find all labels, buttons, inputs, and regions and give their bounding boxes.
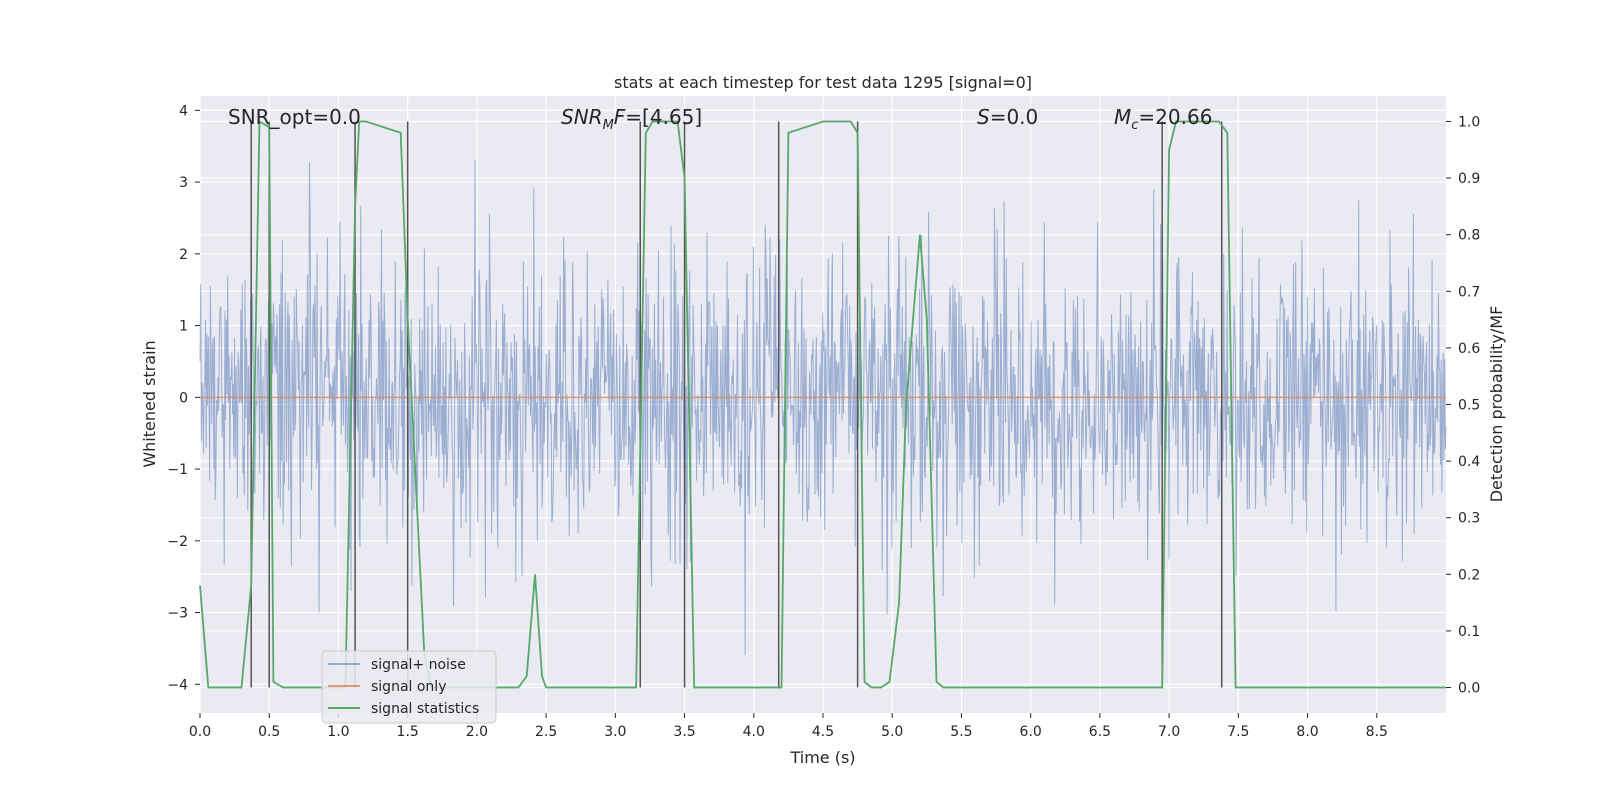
y-right-tick-label: 0.4	[1458, 454, 1480, 470]
y-right-tick-label: 0.3	[1458, 511, 1480, 527]
annotation-s: S=0.0	[977, 105, 1038, 129]
annotation-snr-mf: SNRMF=[4.65]	[561, 105, 702, 133]
x-tick-label: 4.5	[812, 724, 834, 740]
x-tick-label: 2.0	[466, 724, 488, 740]
x-tick-label: 2.5	[535, 724, 557, 740]
y-right-tick-label: 0.2	[1458, 567, 1480, 583]
statistics-line	[199, 119, 1446, 689]
x-tick-label: 6.0	[1020, 724, 1042, 740]
x-tick-label: 3.0	[604, 724, 626, 740]
chart-title: stats at each timestep for test data 129…	[614, 73, 1032, 92]
x-tick-label: 8.5	[1366, 724, 1388, 740]
legend-label-signal: signal only	[371, 679, 446, 695]
legend-box	[321, 650, 497, 724]
y-left-tick-label: 1	[179, 319, 188, 335]
x-axis-label: Time (s)	[789, 748, 855, 767]
x-tick-label: 0.0	[189, 724, 211, 740]
y-right-tick-label: 0.1	[1458, 624, 1480, 640]
y-left-tick-label: −4	[167, 677, 188, 693]
x-tick-label: 7.5	[1227, 724, 1249, 740]
legend-label-stats: signal statistics	[371, 701, 479, 717]
x-tick-label: 1.0	[327, 724, 349, 740]
x-tick-label: 8.0	[1296, 724, 1318, 740]
x-tick-label: 7.0	[1158, 724, 1180, 740]
y-left-tick-label: 3	[179, 175, 188, 191]
x-tick-label: 5.0	[881, 724, 903, 740]
y-right-tick-label: 0.7	[1458, 284, 1480, 300]
annotation-mc: Mc=20.66	[1114, 105, 1212, 133]
legend: signal+ noise signal only signal statist…	[321, 650, 497, 724]
y-right-tick-label: 0.6	[1458, 341, 1480, 357]
y-axis-right-ticks: 0.0 0.1 0.2 0.3 0.4 0.5 0.6 0.7 0.8 0.9 1.0	[1446, 114, 1480, 697]
y-left-tick-label: −1	[167, 462, 188, 478]
y-right-tick-label: 0.0	[1458, 681, 1480, 697]
y-right-tick-label: 0.8	[1458, 228, 1480, 244]
y-right-tick-label: 0.9	[1458, 171, 1480, 187]
y-left-tick-label: 4	[179, 103, 188, 119]
x-tick-label: 1.5	[397, 724, 419, 740]
x-tick-label: 3.5	[673, 724, 695, 740]
y-right-tick-label: 0.5	[1458, 398, 1480, 414]
x-axis-ticks: 0.0 0.5 1.0 1.5 2.0 2.5 3.0 3.5 4.0 4.5 5.0 5.5 6.0 6…	[189, 713, 1388, 740]
x-tick-label: 4.0	[743, 724, 765, 740]
y-right-tick-label: 1.0	[1458, 114, 1480, 130]
y-axis-right-label: Detection probability/MF	[1487, 306, 1506, 503]
signal-statistics-series	[199, 119, 1446, 689]
y-axis-left-ticks: −4 −3 −2 −1 0 1 2 3 4	[167, 103, 200, 693]
y-left-tick-label: 0	[179, 390, 188, 406]
y-left-tick-label: −3	[167, 606, 188, 622]
legend-label-noise: signal+ noise	[371, 657, 466, 673]
y-left-tick-label: −2	[167, 534, 188, 550]
x-tick-label: 6.5	[1089, 724, 1111, 740]
annotation-snr-opt: SNR_opt=0.0	[228, 105, 361, 129]
y-left-tick-label: 2	[179, 247, 188, 263]
x-tick-label: 0.5	[258, 724, 280, 740]
y-axis-left-label: Whitened strain	[140, 340, 159, 467]
x-tick-label: 5.5	[950, 724, 972, 740]
